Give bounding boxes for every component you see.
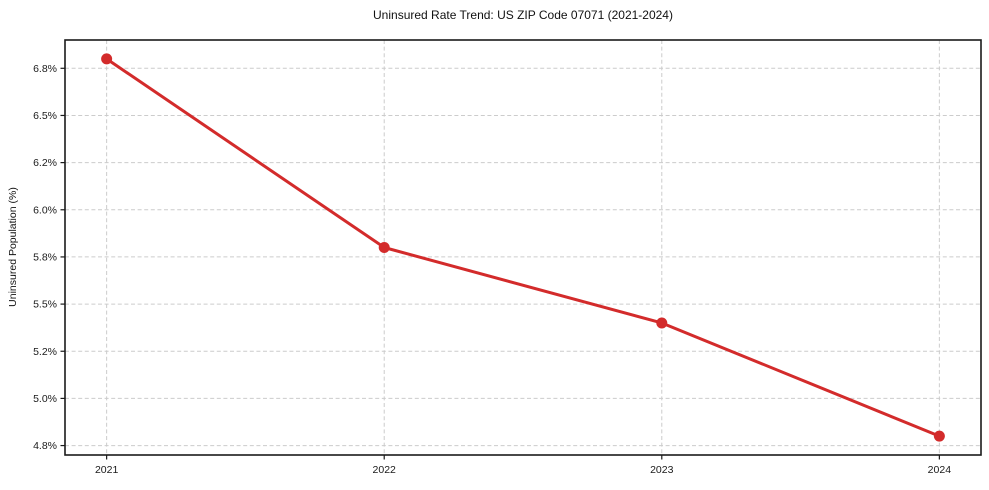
y-tick-label: 4.8% bbox=[33, 440, 57, 452]
y-tick-label: 5.8% bbox=[33, 251, 57, 263]
x-tick-label: 2024 bbox=[928, 464, 952, 476]
data-point-2023 bbox=[656, 317, 668, 329]
data-point-2022 bbox=[378, 242, 390, 253]
y-tick-label: 5.2% bbox=[33, 346, 57, 358]
y-tick-label: 6.0% bbox=[33, 204, 57, 216]
y-tick-label: 5.5% bbox=[33, 299, 57, 311]
x-tick-label: 2021 bbox=[95, 464, 119, 476]
chart-title: Uninsured Rate Trend: US ZIP Code 07071 … bbox=[373, 8, 673, 22]
plot-border bbox=[64, 39, 982, 456]
y-tick-label: 5.0% bbox=[33, 393, 57, 405]
y-tick-label: 6.2% bbox=[33, 157, 57, 169]
x-tick-label: 2022 bbox=[373, 464, 397, 476]
trend-line bbox=[105, 57, 941, 438]
data-point-2024 bbox=[933, 430, 945, 442]
y-tick-label: 6.5% bbox=[33, 110, 57, 122]
x-tick-label: 2023 bbox=[650, 464, 674, 476]
data-point-2021 bbox=[101, 53, 113, 65]
y-tick-label: 6.8% bbox=[33, 63, 57, 75]
